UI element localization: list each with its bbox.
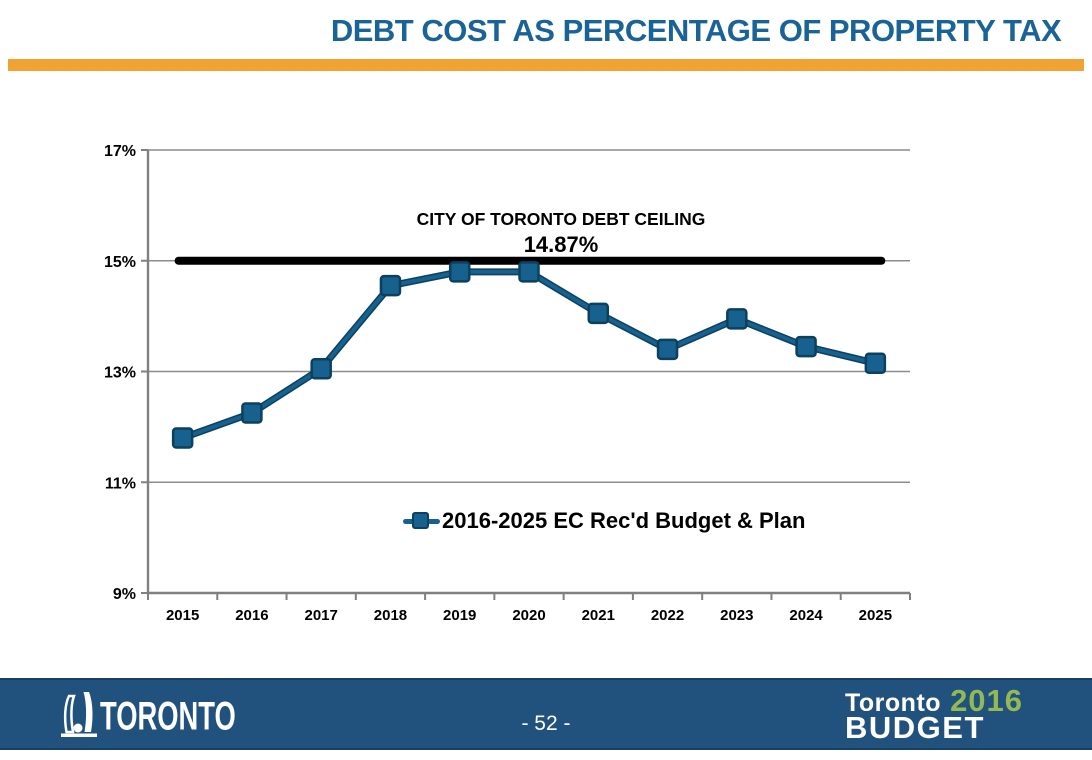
x-axis-label: 2021 bbox=[582, 607, 615, 624]
y-axis-label: 13% bbox=[104, 365, 136, 382]
ceiling-annotation-value: 14.87% bbox=[524, 232, 599, 257]
data-point-marker bbox=[518, 261, 540, 283]
x-axis-label: 2016 bbox=[235, 607, 268, 624]
accent-rule bbox=[8, 59, 1084, 71]
data-point-marker bbox=[656, 338, 679, 361]
data-point-marker bbox=[726, 308, 748, 330]
y-axis-label: 11% bbox=[105, 475, 136, 492]
data-point-marker bbox=[864, 352, 887, 374]
city-hall-icon bbox=[61, 692, 97, 737]
data-point-marker bbox=[310, 357, 332, 380]
footer-bar: TORONTO - 52 - Toronto 2016 BUDGET bbox=[0, 678, 1092, 750]
page-number: - 52 - bbox=[521, 712, 571, 735]
ceiling-annotation-title: CITY OF TORONTO DEBT CEILING bbox=[417, 209, 706, 229]
budget-logo-toronto: Toronto bbox=[845, 689, 942, 717]
legend-label: 2016-2025 EC Rec'd Budget & Plan bbox=[442, 508, 806, 533]
data-point-marker bbox=[171, 427, 194, 449]
toronto-logo: TORONTO bbox=[58, 690, 289, 740]
data-point-marker bbox=[241, 402, 263, 424]
y-axis-label: 15% bbox=[104, 254, 136, 271]
x-axis-label: 2017 bbox=[304, 607, 337, 624]
x-axis-label: 2025 bbox=[859, 607, 892, 624]
legend-square-marker bbox=[412, 512, 429, 529]
page-title: DEBT COST AS PERCENTAGE OF PROPERTY TAX bbox=[330, 13, 1062, 48]
legend-line-marker-icon bbox=[403, 507, 440, 535]
chart-legend: 2016-2025 EC Rec'd Budget & Plan bbox=[403, 507, 805, 535]
toronto-wordmark: TORONTO bbox=[100, 694, 236, 739]
series-line-outline bbox=[181, 268, 877, 442]
y-axis-label: 9% bbox=[113, 586, 136, 603]
budget-logo-line1: Toronto 2016 bbox=[845, 685, 1023, 716]
y-axis-label: 17% bbox=[104, 143, 136, 160]
x-axis-label: 2023 bbox=[720, 607, 753, 624]
budget-logo: Toronto 2016 BUDGET bbox=[845, 685, 1023, 743]
data-point-marker bbox=[795, 335, 817, 358]
budget-logo-budget: BUDGET bbox=[845, 710, 985, 745]
x-axis-label: 2024 bbox=[789, 607, 823, 624]
series-line bbox=[181, 269, 876, 440]
x-axis-label: 2019 bbox=[443, 607, 476, 624]
data-point-marker bbox=[587, 302, 610, 325]
data-point-marker bbox=[448, 261, 471, 283]
data-point-marker bbox=[379, 274, 402, 297]
x-axis-label: 2022 bbox=[651, 607, 684, 624]
x-axis-label: 2015 bbox=[166, 607, 199, 624]
x-axis-label: 2018 bbox=[374, 607, 407, 624]
budget-logo-year: 2016 bbox=[950, 683, 1024, 718]
x-axis-label: 2020 bbox=[512, 607, 545, 624]
